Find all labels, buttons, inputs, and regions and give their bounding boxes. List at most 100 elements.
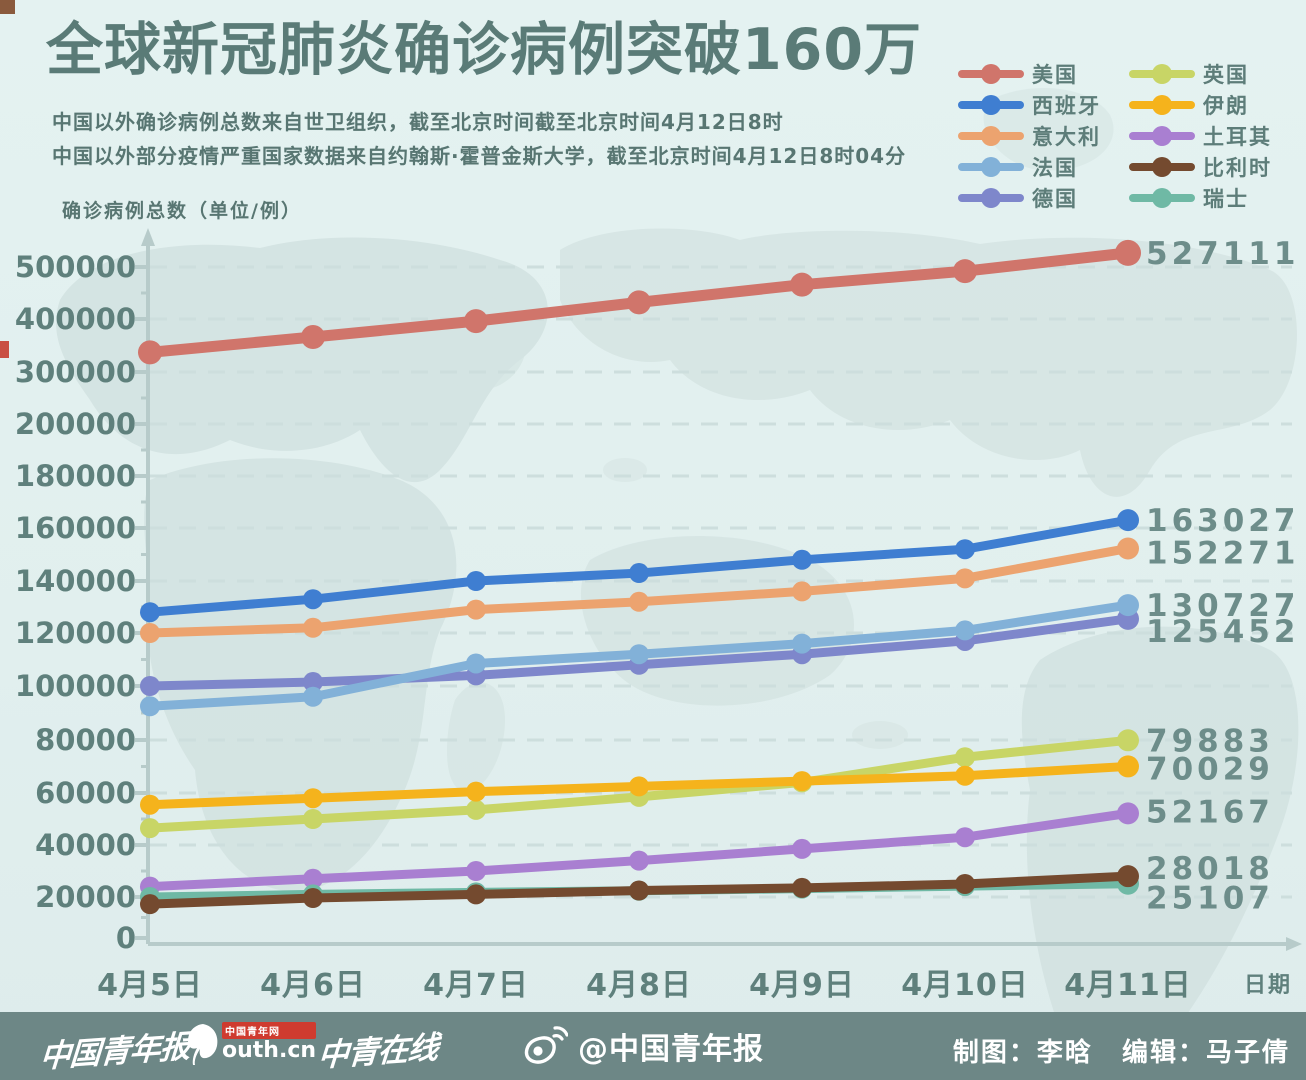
data-point-德国-2 (303, 672, 323, 693)
data-point-美国-2 (301, 325, 325, 350)
y-tick-label-80000: 80000 (35, 723, 136, 757)
data-point-伊朗-3 (466, 781, 486, 802)
data-point-意大利-3 (466, 599, 486, 620)
y-tick-label-40000: 40000 (35, 828, 136, 862)
subtitle-line-2: 中国以外部分疫情严重国家数据来自约翰斯·霍普金斯大学，截至北京时间4月12日8时… (52, 144, 907, 168)
data-point-比利时-2 (303, 888, 323, 909)
data-point-英国-7 (1117, 729, 1139, 752)
data-point-伊朗-4 (629, 776, 649, 797)
legend-item-比利时: 比利时 (1129, 151, 1302, 182)
data-point-伊朗-2 (303, 788, 323, 809)
legend-item-瑞士: 瑞士 (1129, 182, 1302, 213)
y-tick-label-60000: 60000 (35, 776, 136, 810)
legend-label: 美国 (1032, 62, 1078, 87)
legend-dot-icon (1152, 63, 1172, 84)
x-tick-label-5: 4月9日 (749, 968, 855, 1003)
data-point-美国-5 (790, 272, 814, 297)
legend-swatch-icon (1129, 125, 1195, 146)
youthcn-text: outh.cn (222, 1038, 317, 1063)
data-point-伊朗-5 (792, 771, 812, 792)
youth-net-badge: 中国青年网 (222, 1022, 317, 1039)
legend-item-美国: 美国 (958, 58, 1129, 89)
zhongqing-online-calligraphy-logo: 中青在线 (316, 1029, 439, 1075)
series-美国 (138, 239, 1141, 365)
data-point-法国-7 (1117, 594, 1139, 617)
end-value-label-伊朗: 70029 (1146, 751, 1274, 787)
legend-label: 法国 (1032, 155, 1078, 180)
x-tick-label-2: 4月6日 (260, 968, 366, 1003)
end-value-label-西班牙: 163027 (1146, 503, 1299, 539)
data-point-意大利-4 (629, 591, 649, 612)
legend-dot-icon (981, 156, 1001, 177)
data-point-意大利-5 (792, 581, 812, 602)
y-tick-label-500000: 500000 (15, 250, 136, 284)
data-point-意大利-7 (1117, 537, 1139, 560)
data-point-英国-2 (303, 809, 323, 829)
data-point-土耳其-3 (466, 861, 486, 881)
legend-swatch-icon (958, 63, 1024, 84)
data-point-法国-1 (140, 696, 160, 717)
data-point-土耳其-6 (955, 827, 975, 848)
page-title: 全球新冠肺炎确诊病例突破160万 (46, 17, 922, 83)
legend-dot-icon (981, 63, 1001, 84)
data-point-法国-2 (303, 686, 323, 707)
weibo-account: @中国青年报 (524, 1024, 764, 1068)
legend-label: 意大利 (1032, 124, 1101, 149)
data-point-比利时-1 (140, 894, 160, 915)
subtitle-line-1: 中国以外确诊病例总数来自世卫组织，截至北京时间截至北京时间4月12日8时 (52, 110, 784, 134)
legend-dot-icon (981, 187, 1001, 208)
y-tick-label-140000: 140000 (15, 564, 136, 598)
data-point-土耳其-4 (629, 850, 649, 871)
legend-item-英国: 英国 (1129, 58, 1302, 89)
y-tick-label-200000: 200000 (15, 407, 136, 441)
data-point-英国-1 (140, 818, 160, 839)
end-value-label-德国: 125452 (1146, 614, 1299, 650)
data-point-法国-6 (955, 620, 975, 641)
legend-label: 西班牙 (1032, 93, 1101, 118)
end-value-label-英国: 79883 (1146, 723, 1274, 759)
data-point-土耳其-7 (1117, 802, 1139, 825)
legend-label: 瑞士 (1203, 186, 1249, 211)
credit-editor: 编辑：马子倩 (1121, 1038, 1290, 1068)
series-法国 (140, 594, 1139, 717)
youthcn-logo: 中国青年网 outh.cn (186, 1022, 317, 1066)
data-point-美国-1 (138, 340, 162, 365)
legend: 美国西班牙意大利法国 德国 英国 伊朗 土耳其比利时瑞士 (958, 58, 1302, 213)
data-point-比利时-6 (955, 874, 975, 894)
end-value-label-比利时: 28018 (1146, 851, 1274, 887)
series-line-意大利 (145, 543, 1133, 638)
legend-dot-icon (1152, 187, 1172, 208)
data-point-土耳其-5 (792, 838, 812, 859)
legend-item-德国: 德国 (958, 182, 1129, 213)
legend-swatch-icon (1129, 156, 1195, 177)
y-tick-label-160000: 160000 (15, 511, 136, 545)
series-意大利 (140, 537, 1139, 643)
legend-item-土耳其: 土耳其 (1129, 120, 1302, 151)
legend-swatch-icon (1129, 63, 1195, 84)
end-value-label-美国: 527111 (1146, 236, 1299, 272)
weibo-icon (524, 1026, 568, 1064)
credits: 制图：李晗 编辑：马子倩 (935, 1032, 1290, 1069)
legend-swatch-icon (958, 94, 1024, 115)
legend-dot-icon (1152, 94, 1172, 115)
y-axis-title: 确诊病例总数（单位/例） (62, 200, 302, 222)
legend-item-伊朗: 伊朗 (1129, 89, 1302, 120)
data-point-意大利-2 (303, 617, 323, 638)
legend-swatch-icon (958, 156, 1024, 177)
data-point-西班牙-5 (792, 549, 812, 570)
credit-designer: 制图：李晗 (952, 1038, 1093, 1068)
series-伊朗 (140, 755, 1139, 815)
legend-item-西班牙: 西班牙 (958, 89, 1129, 120)
left-edge-artifact (0, 341, 9, 358)
data-point-英国-6 (955, 747, 975, 768)
legend-dot-icon (1152, 125, 1172, 146)
data-point-法国-3 (466, 653, 486, 674)
legend-label: 比利时 (1203, 155, 1272, 180)
end-value-label-意大利: 152271 (1146, 535, 1299, 571)
series-比利时 (140, 865, 1139, 915)
y-axis-arrow-icon (141, 228, 155, 246)
x-tick-label-1: 4月5日 (97, 968, 203, 1003)
